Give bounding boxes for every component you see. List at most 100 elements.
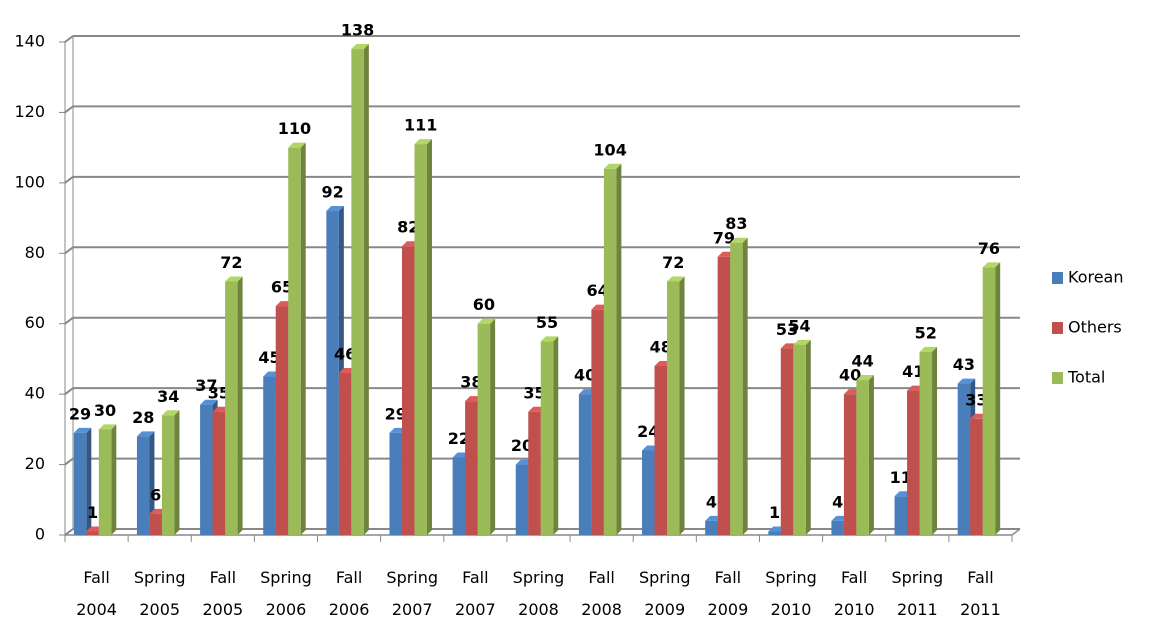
- value-label: 104: [593, 140, 626, 159]
- value-label: 76: [978, 239, 1000, 258]
- value-label: 72: [662, 253, 684, 272]
- value-label: 33: [965, 390, 987, 409]
- x-tick-label: Fall 2010: [834, 568, 875, 619]
- value-label: 83: [725, 214, 747, 233]
- value-label: 28: [132, 408, 154, 427]
- bar: [275, 306, 289, 535]
- grid-line-side: [64, 316, 74, 325]
- bar-side: [868, 375, 874, 535]
- value-label: 34: [157, 387, 179, 406]
- value-label: 43: [953, 355, 975, 374]
- bar: [161, 415, 175, 535]
- x-tick-label: Fall 2009: [708, 568, 749, 619]
- bar-side: [300, 142, 306, 535]
- x-tick-label: Spring 2005: [134, 568, 186, 619]
- value-label: 38: [460, 373, 482, 392]
- value-label: 24: [637, 422, 659, 441]
- value-label: 1: [87, 503, 98, 522]
- value-label: 45: [258, 348, 280, 367]
- bar: [957, 383, 971, 535]
- value-label: 4: [832, 492, 843, 511]
- bar-top: [603, 163, 622, 169]
- bar: [730, 242, 743, 535]
- value-label: 48: [650, 337, 672, 356]
- bar: [578, 394, 592, 535]
- bar: [288, 147, 301, 535]
- bar: [477, 323, 491, 535]
- bar-top: [73, 427, 92, 433]
- y-tick-label: 100: [14, 172, 45, 191]
- bar-top: [667, 276, 685, 282]
- bar-top: [793, 339, 811, 345]
- bar-side: [363, 44, 369, 536]
- value-label: 55: [536, 313, 558, 332]
- x-tick-label: Spring 2008: [513, 568, 565, 619]
- x-tick-label: Fall 2004: [76, 568, 117, 619]
- value-label: 138: [341, 21, 374, 40]
- legend-swatch: [1052, 272, 1063, 284]
- bar-side: [679, 276, 685, 535]
- x-tick-label: Fall 2007: [455, 568, 496, 619]
- bar-top: [919, 346, 938, 352]
- y-tick-label: 80: [25, 243, 45, 262]
- value-label: 29: [69, 404, 91, 423]
- bar-top: [136, 431, 155, 437]
- legend-swatch: [1052, 322, 1063, 334]
- y-tick-label: 20: [25, 454, 45, 473]
- bar-top: [982, 262, 1001, 268]
- value-label: 54: [788, 316, 810, 335]
- bar-top: [477, 318, 496, 324]
- y-tick-label: 0: [35, 525, 45, 544]
- value-label: 64: [587, 281, 609, 300]
- bar: [603, 168, 617, 535]
- grid-line-side: [64, 387, 74, 395]
- x-tick-label: Fall 2005: [202, 568, 243, 619]
- value-label: 35: [208, 383, 230, 402]
- bar: [263, 376, 276, 535]
- bar-side: [149, 431, 155, 535]
- bar-top: [98, 424, 117, 430]
- y-tick-label: 40: [25, 384, 45, 403]
- grid-line-side: [64, 105, 74, 114]
- bar: [225, 281, 238, 535]
- value-label: 6: [150, 485, 161, 504]
- bar-top: [414, 139, 432, 145]
- value-label: 30: [94, 401, 116, 420]
- value-label: 40: [574, 366, 596, 385]
- bar: [465, 401, 478, 535]
- legend-label: Total: [1067, 368, 1105, 387]
- bar: [540, 341, 554, 535]
- value-label: 22: [448, 429, 470, 448]
- bar-side: [86, 427, 92, 535]
- bar-top: [957, 378, 976, 384]
- bar: [212, 411, 226, 535]
- bar-side: [174, 410, 180, 535]
- bar-side: [742, 237, 748, 535]
- bar: [705, 520, 718, 535]
- bar: [982, 267, 996, 535]
- x-tick-label: Spring 2007: [386, 568, 438, 619]
- bar-side: [237, 276, 243, 535]
- bar: [591, 309, 604, 535]
- value-label: 44: [852, 352, 874, 371]
- bar: [401, 246, 415, 535]
- bar-top: [200, 399, 218, 405]
- bar: [528, 411, 541, 535]
- value-label: 46: [334, 345, 356, 364]
- value-label: 41: [902, 362, 924, 381]
- value-label: 52: [915, 323, 937, 342]
- bar: [326, 211, 339, 535]
- bar: [351, 49, 364, 536]
- value-label: 65: [271, 278, 293, 297]
- bar-side: [805, 339, 811, 535]
- grid-line-side: [64, 457, 74, 466]
- bar: [894, 496, 908, 535]
- bar: [414, 144, 427, 535]
- y-tick-label: 120: [14, 102, 45, 121]
- grid-line-side: [64, 246, 74, 255]
- bar-top: [326, 206, 344, 212]
- x-tick-label: Fall 2006: [329, 568, 370, 619]
- y-tick-label: 60: [25, 313, 45, 332]
- bar: [515, 464, 529, 535]
